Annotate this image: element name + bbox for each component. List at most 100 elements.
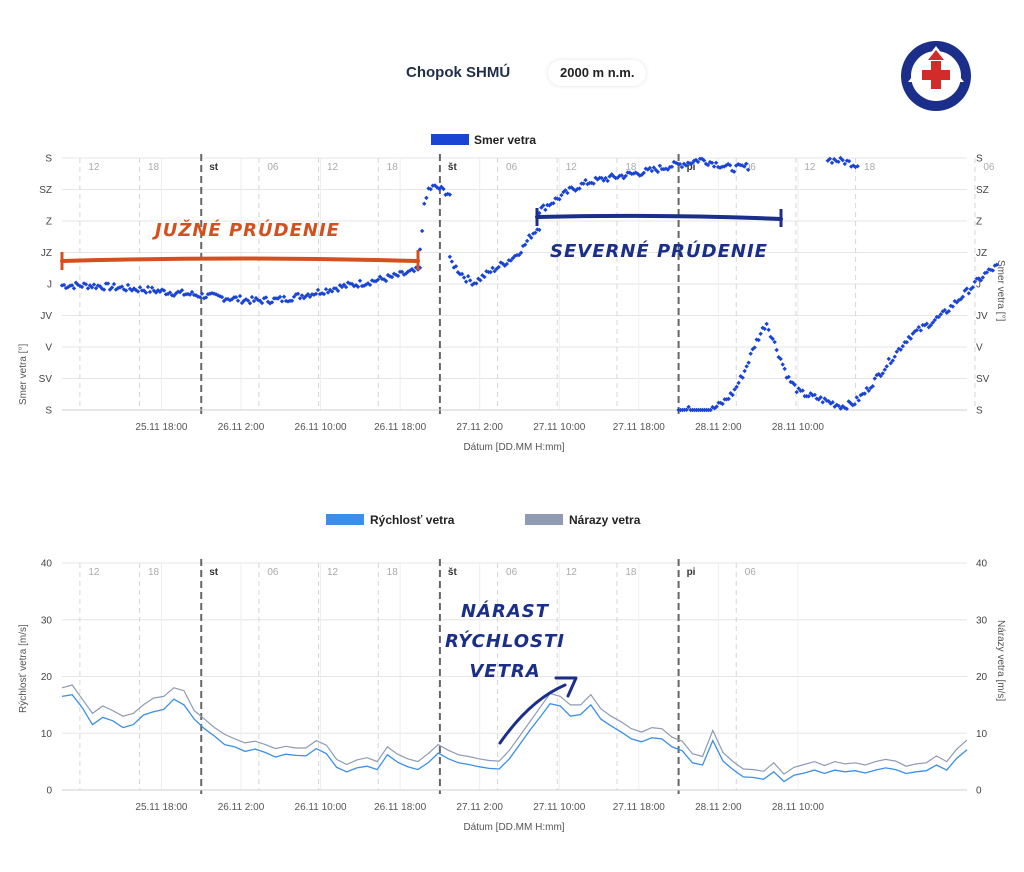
direction-point [864,385,869,391]
direction-point [474,281,479,286]
direction-point [101,287,107,292]
direction-point [852,402,857,407]
direction-point [970,285,976,290]
direction-point [712,406,717,411]
direction-point [119,284,125,289]
x-tick-label: 28.11 2:00 [695,422,742,433]
direction-point [581,181,586,186]
direction-point [647,165,653,171]
direction-point [812,392,817,398]
increase-arrow [498,683,567,745]
direction-point [281,294,287,299]
direction-point [796,386,801,391]
direction-point [245,298,251,303]
hour-label: 12 [566,162,578,173]
y-tick-label-right: Z [976,217,982,228]
y-tick-label: S [45,154,52,165]
direction-point [443,192,448,197]
direction-point [617,173,622,179]
direction-point [169,293,175,298]
direction-point [713,160,719,165]
direction-point [77,283,83,289]
direction-point [189,289,195,295]
direction-point [504,261,510,267]
day-label: št [448,567,458,578]
north-flow-annotation: SEVERNÉ PRÚDENIE [550,240,768,262]
legend-label-gust: Nárazy vetra [569,513,641,527]
direction-point [890,358,895,363]
direction-point [441,186,446,192]
direction-point [855,164,860,169]
direction-point [914,328,919,333]
direction-point [726,396,731,402]
direction-point [806,394,811,399]
gust-y-axis-title-right: Nárazy vetra [m/s] [995,620,1006,701]
direction-point [717,165,723,170]
x-tick-label: 28.11 10:00 [772,802,825,813]
hour-label: 18 [387,567,399,578]
direction-point [549,201,554,206]
direction-point [233,295,239,300]
y-tick-label-right: JV [976,311,988,322]
direction-point [419,228,425,234]
day-label: st [209,567,219,578]
direction-point [657,163,663,168]
direction-point [524,238,530,244]
direction-point [343,284,349,290]
direction-point [782,366,787,372]
direction-point [966,291,972,296]
direction-point [866,388,871,393]
direction-point [721,164,727,169]
direction-point [623,173,628,179]
direction-point [447,192,453,197]
direction-point [774,347,779,353]
direction-point [838,155,843,161]
y-tick-label-right: V [976,343,983,354]
direction-point [888,361,893,366]
direction-point [601,178,606,183]
x-tick-label: 27.11 2:00 [456,422,503,433]
direction-point [629,171,634,177]
direction-point [733,163,739,168]
direction-point [689,161,695,166]
hour-label: 12 [327,567,339,578]
direction-point [399,269,405,275]
y-tick-label: S [45,406,52,417]
hour-label: 06 [745,162,757,173]
direction-point [976,276,982,281]
hour-label: 06 [267,162,279,173]
direction-point [926,325,931,330]
direction-point [746,360,751,365]
direction-point [105,281,111,286]
x-tick-label: 25.11 18:00 [135,422,188,433]
x-tick-label: 27.11 2:00 [456,802,503,813]
direction-point [613,175,618,181]
direction-point [886,356,891,362]
direction-tick-labels: S S SZ SZ Z Z JZ JZ J J JV JV V V SV SV S S 25.11 18:00 26.… [39,154,995,434]
increase-annotation-line3: VETRA [469,661,540,682]
direction-point [563,188,568,193]
gust-series-line [61,684,968,775]
direction-point [723,163,729,168]
x-tick-label: 28.11 2:00 [695,802,742,813]
hour-label: 18 [864,162,876,173]
direction-point [625,170,630,175]
y-tick-label-right: S [976,154,983,165]
direction-point [111,281,117,287]
x-tick-label: 27.11 18:00 [613,802,666,813]
direction-point [247,300,253,306]
direction-point [968,286,974,292]
direction-point [946,309,951,314]
direction-grid [62,154,976,414]
hour-label: 06 [506,567,518,578]
direction-point [577,186,582,191]
direction-point [333,286,339,291]
legend-swatch-gust [525,514,563,525]
direction-point [916,324,921,330]
direction-point [918,328,923,333]
direction-point [853,164,858,170]
direction-point [557,197,562,202]
direction-point [950,304,956,309]
direction-point [341,282,347,287]
hour-label: 06 [983,162,995,173]
